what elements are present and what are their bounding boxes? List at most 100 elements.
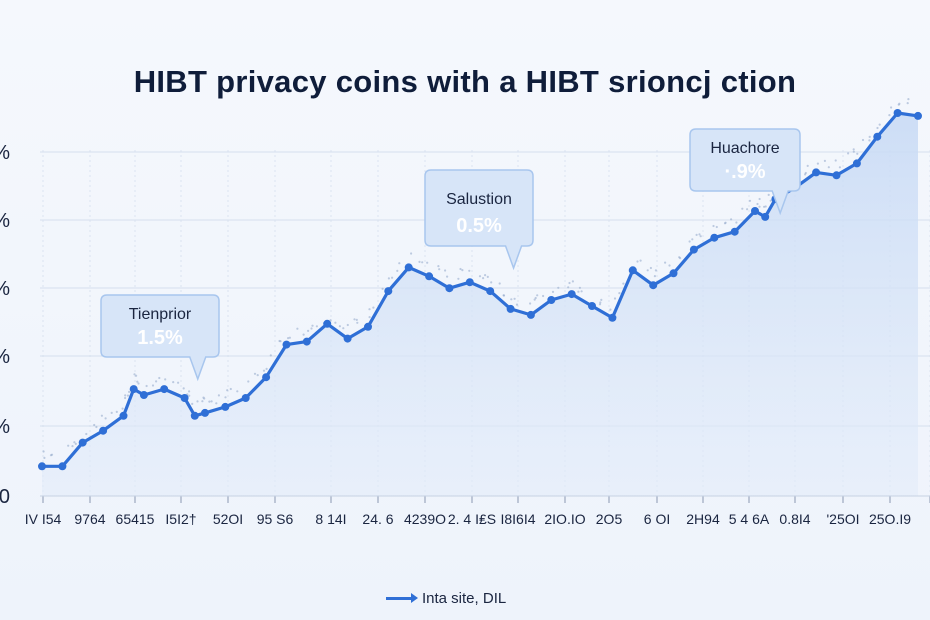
noise-dot xyxy=(346,323,349,327)
noise-dot xyxy=(398,262,401,265)
data-point xyxy=(914,111,922,120)
noise-dot xyxy=(806,164,809,167)
chart-title: HIBT privacy coins with a HIBT srioncj c… xyxy=(133,64,797,99)
noise-dot xyxy=(381,287,384,290)
data-point xyxy=(608,313,617,322)
noise-dot xyxy=(124,394,127,397)
noise-dot xyxy=(847,152,850,155)
y-tick-label: % xyxy=(0,346,10,368)
noise-dot xyxy=(679,257,682,260)
noise-dot xyxy=(510,298,513,301)
data-point xyxy=(852,159,861,168)
noise-dot xyxy=(177,381,180,384)
noise-dot xyxy=(898,102,901,105)
data-point xyxy=(58,462,67,471)
x-tick-label: I5I2† xyxy=(165,511,196,527)
data-points xyxy=(38,109,922,471)
noise-dot xyxy=(136,380,139,383)
noise-dot xyxy=(654,269,658,272)
data-point xyxy=(761,212,770,221)
data-point xyxy=(526,310,535,319)
noise-dot xyxy=(229,387,232,391)
noise-dot xyxy=(191,402,194,405)
noise-dot xyxy=(534,296,537,300)
noise-dot xyxy=(426,261,429,264)
noise-dot xyxy=(600,298,603,301)
data-point xyxy=(364,322,372,331)
x-tick-label: I8I6I4 xyxy=(500,511,535,527)
noise-dot xyxy=(457,277,460,280)
x-tick-label: 8 14I xyxy=(315,511,346,527)
y-tick-label: % xyxy=(0,142,10,164)
noise-dot xyxy=(653,275,657,278)
y-tick-label: % xyxy=(0,278,10,300)
data-point xyxy=(404,263,413,272)
noise-dot xyxy=(571,280,575,283)
data-point xyxy=(201,408,209,417)
callout-box xyxy=(689,128,801,216)
noise-dot xyxy=(730,218,733,221)
noise-dot xyxy=(133,373,136,376)
noise-dot xyxy=(856,152,859,155)
noise-dot xyxy=(353,318,356,321)
noise-dot xyxy=(888,114,891,117)
x-tick-label: 2. 4 I₤S xyxy=(448,511,496,527)
noise-dot xyxy=(135,374,138,377)
noise-dot xyxy=(502,294,506,297)
noise-dot xyxy=(418,260,421,263)
x-tick-label: 2IO.IO xyxy=(544,511,585,527)
noise-dot xyxy=(151,384,155,387)
noise-dot xyxy=(906,102,909,105)
data-point xyxy=(649,281,658,290)
x-tick-label: 2O5 xyxy=(596,511,623,527)
noise-dot xyxy=(486,275,489,278)
noise-dot xyxy=(93,423,96,427)
noise-dot xyxy=(253,372,257,375)
data-point xyxy=(669,269,678,278)
legend-line-icon xyxy=(386,593,418,603)
annotations: Tienprior 1.5% Salustion 0.5% Huachore ·.9% xyxy=(100,128,801,382)
data-point xyxy=(689,245,698,254)
noise-dot xyxy=(741,207,744,210)
noise-dot xyxy=(265,367,268,370)
x-tick-label: 2H94 xyxy=(686,511,720,527)
noise-dot xyxy=(688,240,691,243)
noise-dot xyxy=(437,265,440,268)
noise-dot xyxy=(542,294,545,298)
noise-dot xyxy=(368,316,371,319)
noise-dot xyxy=(459,267,462,271)
noise-dot xyxy=(567,286,570,289)
noise-dot xyxy=(226,389,229,392)
x-tick-label: 65415 xyxy=(116,511,155,527)
data-point xyxy=(38,462,46,471)
legend-label: Inta site, DIL xyxy=(422,590,507,607)
noise-dot xyxy=(334,321,337,324)
noise-dot xyxy=(804,173,807,176)
noise-dot xyxy=(668,264,671,267)
noise-dot xyxy=(224,396,227,399)
x-tick-label: 0.8I4 xyxy=(779,511,810,527)
noise-dot xyxy=(100,414,103,417)
data-point xyxy=(302,337,311,346)
noise-dot xyxy=(529,302,532,305)
callout-label: Tienprior xyxy=(129,306,192,323)
noise-dot xyxy=(649,266,653,270)
noise-dot xyxy=(578,286,582,289)
noise-dot xyxy=(124,396,127,400)
noise-dot xyxy=(890,106,893,109)
noise-dot xyxy=(182,387,185,390)
x-tick-label: 95 S6 xyxy=(257,511,294,527)
noise-dot xyxy=(515,303,519,306)
noise-dot xyxy=(196,400,199,403)
noise-dot xyxy=(698,233,701,236)
noise-dot xyxy=(838,166,842,169)
noise-dot xyxy=(618,292,621,295)
noise-dot xyxy=(121,407,124,410)
noise-dot xyxy=(699,235,702,238)
noise-dot xyxy=(852,148,855,151)
data-point xyxy=(465,278,474,287)
noise-dot xyxy=(126,394,130,397)
noise-dot xyxy=(201,400,204,403)
noise-dot xyxy=(715,225,718,229)
